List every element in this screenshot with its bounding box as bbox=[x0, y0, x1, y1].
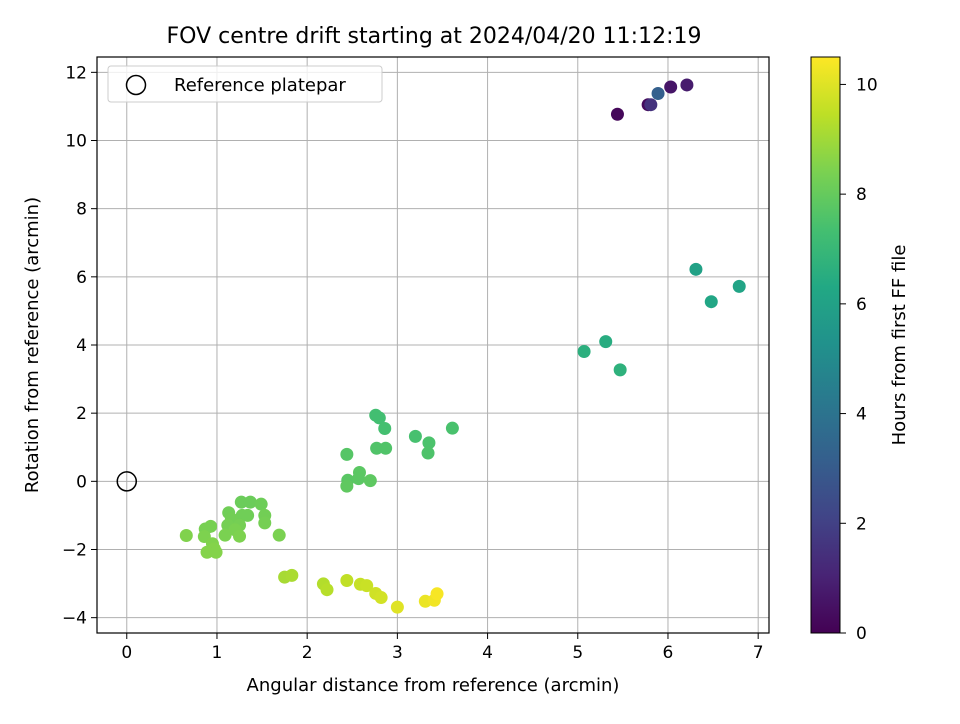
data-point bbox=[243, 495, 257, 509]
legend-box bbox=[107, 65, 383, 103]
y-tick-label: 6 bbox=[76, 268, 87, 288]
data-point bbox=[689, 262, 703, 276]
y-tick-label: 2 bbox=[76, 404, 87, 424]
data-point bbox=[599, 335, 613, 349]
colorbar-tick-label: 2 bbox=[856, 514, 867, 534]
colorbar-tick-label: 6 bbox=[856, 295, 867, 315]
data-point bbox=[644, 98, 658, 112]
y-tick-label: −4 bbox=[62, 609, 87, 629]
data-point bbox=[352, 472, 366, 486]
data-point bbox=[422, 436, 436, 450]
x-tick-label: 5 bbox=[572, 643, 583, 663]
y-tick-label: 8 bbox=[76, 200, 87, 220]
data-point bbox=[390, 600, 404, 614]
x-tick-label: 7 bbox=[753, 643, 764, 663]
data-point bbox=[370, 441, 384, 455]
data-point bbox=[340, 479, 354, 493]
colorbar-gradient bbox=[810, 56, 841, 634]
data-point bbox=[680, 78, 694, 92]
data-point bbox=[421, 446, 435, 460]
data-point bbox=[272, 528, 286, 542]
colorbar-tick-label: 0 bbox=[856, 624, 867, 644]
data-point bbox=[704, 295, 718, 309]
x-tick-label: 6 bbox=[663, 643, 674, 663]
reference-platepar-marker bbox=[116, 471, 138, 492]
colorbar-label: Hours from first FF file bbox=[889, 245, 910, 446]
grid-lines bbox=[97, 57, 769, 633]
y-tick-label: 4 bbox=[76, 336, 87, 356]
data-point bbox=[379, 441, 393, 455]
data-point bbox=[340, 447, 354, 461]
data-point bbox=[363, 474, 377, 488]
y-tick-label: 12 bbox=[65, 63, 87, 83]
data-point bbox=[241, 508, 255, 522]
data-point bbox=[430, 587, 444, 601]
data-point bbox=[613, 363, 627, 377]
x-axis-label: Angular distance from reference (arcmin) bbox=[247, 675, 620, 696]
colorbar-ticks: 0 2 4 6 8 10 bbox=[840, 75, 878, 644]
chart-title: FOV centre drift starting at 2024/04/20 … bbox=[167, 24, 702, 49]
data-points bbox=[179, 78, 746, 614]
data-point bbox=[374, 591, 388, 605]
plot-frame bbox=[96, 56, 770, 634]
x-tick-label: 4 bbox=[482, 643, 493, 663]
data-point bbox=[664, 80, 678, 94]
x-tick-label: 3 bbox=[392, 643, 403, 663]
legend: Reference platepar bbox=[107, 65, 383, 103]
colorbar-tick-label: 10 bbox=[856, 75, 878, 95]
colorbar-tick-label: 4 bbox=[856, 405, 867, 425]
data-point bbox=[445, 421, 459, 435]
y-tick-label: 0 bbox=[76, 472, 87, 492]
data-point bbox=[320, 583, 334, 597]
data-point bbox=[218, 528, 232, 542]
colorbar: 0 2 4 6 8 10 Hours from first FF file bbox=[810, 56, 910, 644]
data-point bbox=[408, 429, 422, 443]
x-tick-label: 0 bbox=[121, 643, 132, 663]
colorbar-tick-label: 8 bbox=[856, 185, 867, 205]
data-point bbox=[285, 568, 299, 582]
data-point bbox=[651, 86, 665, 100]
data-point bbox=[254, 497, 268, 511]
data-point bbox=[372, 411, 386, 425]
data-point bbox=[360, 579, 374, 593]
data-point bbox=[378, 422, 392, 436]
data-point bbox=[610, 107, 624, 121]
legend-entry-label: Reference platepar bbox=[174, 75, 346, 96]
data-point bbox=[234, 495, 248, 509]
x-tick-label: 2 bbox=[302, 643, 313, 663]
data-point bbox=[233, 529, 247, 543]
y-axis-label: Rotation from reference (arcmin) bbox=[22, 197, 43, 493]
data-point bbox=[577, 344, 591, 358]
data-point bbox=[732, 279, 746, 293]
x-tick-label: 1 bbox=[212, 643, 223, 663]
data-point bbox=[200, 545, 214, 559]
data-point bbox=[340, 574, 354, 588]
y-tick-label: 10 bbox=[65, 132, 87, 152]
y-tick-label: −2 bbox=[62, 540, 87, 560]
data-point bbox=[258, 516, 272, 530]
data-point bbox=[179, 529, 193, 543]
legend-marker-icon bbox=[125, 74, 147, 96]
data-point bbox=[209, 545, 223, 559]
